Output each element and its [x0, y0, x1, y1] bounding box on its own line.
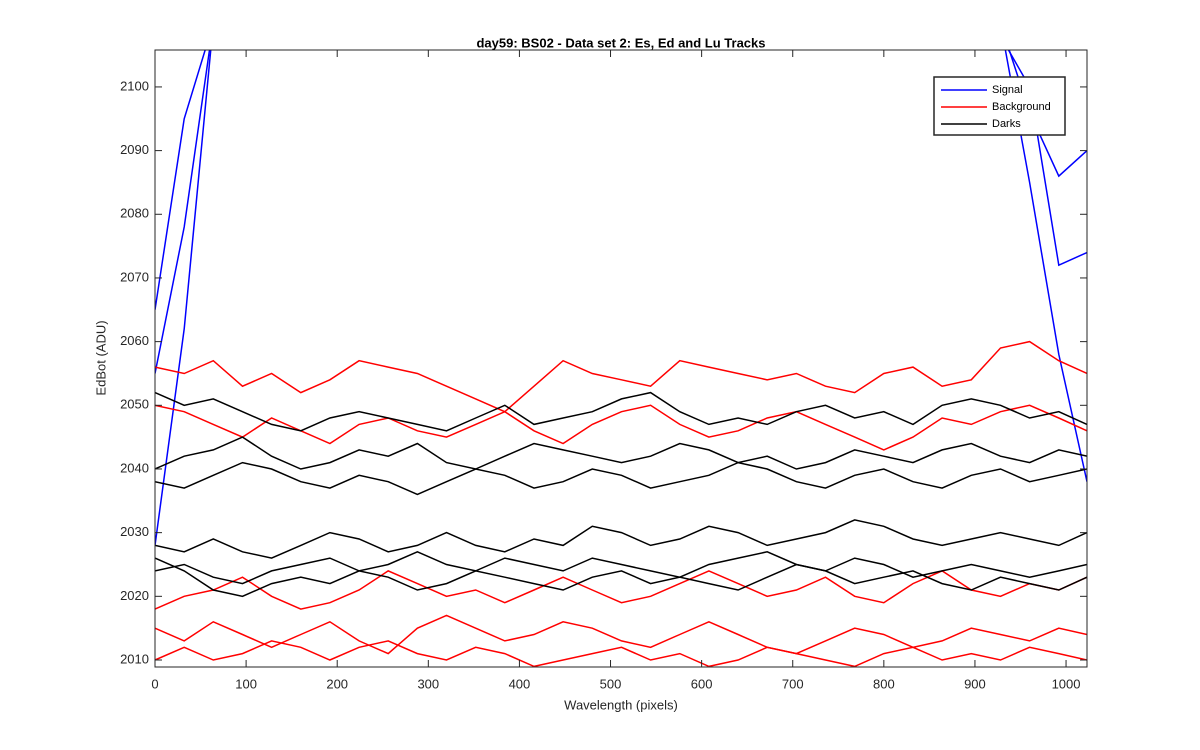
- x-tick-label: 700: [782, 676, 804, 691]
- y-tick-label: 2090: [120, 142, 149, 157]
- y-tick-label: 2020: [120, 588, 149, 603]
- y-tick-label: 2030: [120, 524, 149, 539]
- legend-label: Darks: [992, 118, 1021, 130]
- y-axis-label: EdBot (ADU): [93, 320, 108, 395]
- legend-label: Background: [992, 101, 1051, 113]
- y-tick-label: 2010: [120, 651, 149, 666]
- series-line: [155, 640, 1087, 667]
- series-line: [155, 570, 1087, 610]
- x-tick-label: 900: [964, 676, 986, 691]
- y-tick-label: 2070: [120, 269, 149, 284]
- x-tick-label: 800: [873, 676, 895, 691]
- x-tick-label: 200: [326, 676, 348, 691]
- series-line: [155, 436, 1087, 470]
- y-tick-label: 2060: [120, 333, 149, 348]
- legend-box: [933, 76, 1066, 136]
- x-tick-label: 600: [691, 676, 713, 691]
- x-tick-label: 100: [235, 676, 257, 691]
- axes-box: [154, 49, 1088, 668]
- series-line: [155, 614, 1087, 655]
- plot-lines: [155, 50, 1087, 667]
- series-line: [155, 340, 1087, 413]
- y-tick-label: 2100: [120, 78, 149, 93]
- y-tick-label: 2080: [120, 206, 149, 221]
- x-tick-label: 500: [600, 676, 622, 691]
- y-tick-label: 2050: [120, 397, 149, 412]
- series-line: [155, 519, 1087, 559]
- chart-title: day59: BS02 - Data set 2: Es, Ed and Lu …: [476, 35, 765, 50]
- series-line: [155, 557, 1087, 598]
- x-tick-label: 400: [509, 676, 531, 691]
- series-line: [155, 404, 1087, 451]
- x-tick-label: 1000: [1052, 676, 1081, 691]
- x-axis-label: Wavelength (pixels): [564, 697, 678, 712]
- series-line: [155, 461, 1087, 496]
- y-tick-label: 2040: [120, 460, 149, 475]
- series-line: [155, 550, 1087, 585]
- x-tick-label: 300: [417, 676, 439, 691]
- x-tick-label: 0: [151, 676, 158, 691]
- series-line: [155, 50, 1087, 310]
- series-line: [155, 50, 1087, 374]
- series-line: [155, 391, 1087, 432]
- legend: Signal Background Darks: [933, 76, 1066, 136]
- legend-label: Signal: [992, 84, 1023, 96]
